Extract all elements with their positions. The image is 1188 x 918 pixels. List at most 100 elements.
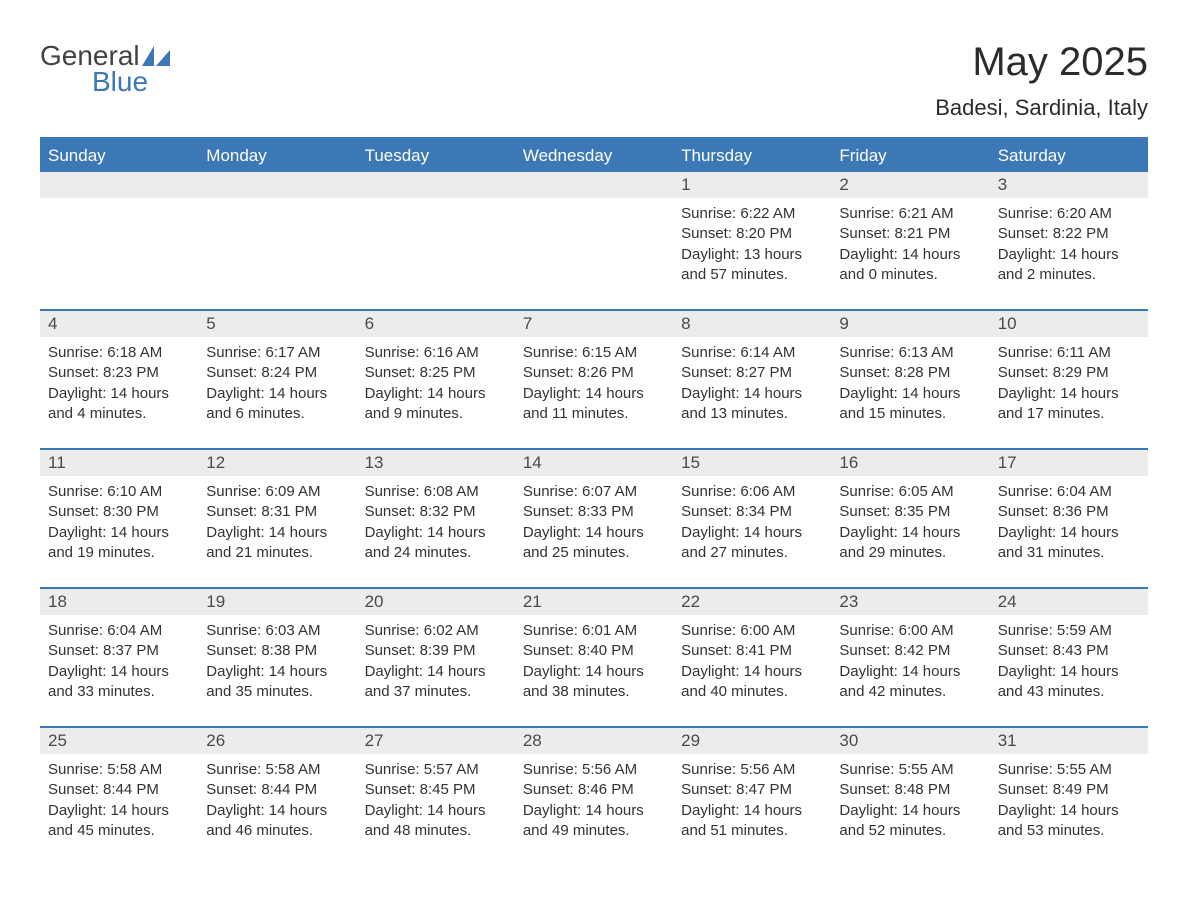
- day-number: 22: [673, 589, 831, 615]
- day-number: 13: [357, 450, 515, 476]
- sunset-text: Sunset: 8:47 PM: [681, 780, 823, 800]
- day-number: 16: [831, 450, 989, 476]
- sunset-text: Sunset: 8:48 PM: [839, 780, 981, 800]
- day-cell: Sunrise: 6:09 AMSunset: 8:31 PMDaylight:…: [198, 476, 356, 587]
- sunrise-text: Sunrise: 6:08 AM: [365, 482, 507, 502]
- day-number: 29: [673, 728, 831, 754]
- sunset-text: Sunset: 8:45 PM: [365, 780, 507, 800]
- week-row: 18192021222324Sunrise: 6:04 AMSunset: 8:…: [40, 587, 1148, 726]
- sunset-text: Sunset: 8:38 PM: [206, 641, 348, 661]
- day-cell: [198, 198, 356, 309]
- day-cell: Sunrise: 6:18 AMSunset: 8:23 PMDaylight:…: [40, 337, 198, 448]
- sunset-text: Sunset: 8:35 PM: [839, 502, 981, 522]
- sunset-text: Sunset: 8:20 PM: [681, 224, 823, 244]
- daylight-text: Daylight: 14 hours and 52 minutes.: [839, 801, 981, 842]
- day-number: 18: [40, 589, 198, 615]
- day-cell: Sunrise: 6:03 AMSunset: 8:38 PMDaylight:…: [198, 615, 356, 726]
- daylight-text: Daylight: 14 hours and 53 minutes.: [998, 801, 1140, 842]
- sunset-text: Sunset: 8:21 PM: [839, 224, 981, 244]
- day-cell: Sunrise: 6:22 AMSunset: 8:20 PMDaylight:…: [673, 198, 831, 309]
- sunrise-text: Sunrise: 5:58 AM: [206, 760, 348, 780]
- sunrise-text: Sunrise: 5:57 AM: [365, 760, 507, 780]
- sunrise-text: Sunrise: 6:17 AM: [206, 343, 348, 363]
- day-cell: Sunrise: 6:08 AMSunset: 8:32 PMDaylight:…: [357, 476, 515, 587]
- sunset-text: Sunset: 8:23 PM: [48, 363, 190, 383]
- sunrise-text: Sunrise: 6:07 AM: [523, 482, 665, 502]
- day-number: 3: [990, 172, 1148, 198]
- day-number: 15: [673, 450, 831, 476]
- week-row: 11121314151617Sunrise: 6:10 AMSunset: 8:…: [40, 448, 1148, 587]
- sunrise-text: Sunrise: 6:02 AM: [365, 621, 507, 641]
- day-cell: Sunrise: 5:59 AMSunset: 8:43 PMDaylight:…: [990, 615, 1148, 726]
- daylight-text: Daylight: 14 hours and 19 minutes.: [48, 523, 190, 564]
- sunrise-text: Sunrise: 5:58 AM: [48, 760, 190, 780]
- sunset-text: Sunset: 8:36 PM: [998, 502, 1140, 522]
- daylight-text: Daylight: 14 hours and 37 minutes.: [365, 662, 507, 703]
- sunrise-text: Sunrise: 6:09 AM: [206, 482, 348, 502]
- sunset-text: Sunset: 8:46 PM: [523, 780, 665, 800]
- daylight-text: Daylight: 14 hours and 24 minutes.: [365, 523, 507, 564]
- day-number: 9: [831, 311, 989, 337]
- day-number: 2: [831, 172, 989, 198]
- day-cell: Sunrise: 5:56 AMSunset: 8:47 PMDaylight:…: [673, 754, 831, 865]
- dow-friday: Friday: [831, 140, 989, 172]
- sunrise-text: Sunrise: 6:10 AM: [48, 482, 190, 502]
- week-row: 45678910Sunrise: 6:18 AMSunset: 8:23 PMD…: [40, 309, 1148, 448]
- daylight-text: Daylight: 14 hours and 45 minutes.: [48, 801, 190, 842]
- day-cell: Sunrise: 6:07 AMSunset: 8:33 PMDaylight:…: [515, 476, 673, 587]
- sunset-text: Sunset: 8:22 PM: [998, 224, 1140, 244]
- header: General Blue May 2025 Badesi, Sardinia, …: [40, 40, 1148, 131]
- sunset-text: Sunset: 8:24 PM: [206, 363, 348, 383]
- day-cell: [515, 198, 673, 309]
- day-cell: [357, 198, 515, 309]
- sunrise-text: Sunrise: 6:01 AM: [523, 621, 665, 641]
- day-number: 20: [357, 589, 515, 615]
- day-cell: Sunrise: 5:57 AMSunset: 8:45 PMDaylight:…: [357, 754, 515, 865]
- sunset-text: Sunset: 8:39 PM: [365, 641, 507, 661]
- day-number: 14: [515, 450, 673, 476]
- sunset-text: Sunset: 8:37 PM: [48, 641, 190, 661]
- sunrise-text: Sunrise: 6:05 AM: [839, 482, 981, 502]
- sunrise-text: Sunrise: 6:06 AM: [681, 482, 823, 502]
- calendar: Sunday Monday Tuesday Wednesday Thursday…: [40, 137, 1148, 865]
- location-label: Badesi, Sardinia, Italy: [935, 95, 1148, 121]
- day-cell: Sunrise: 6:00 AMSunset: 8:41 PMDaylight:…: [673, 615, 831, 726]
- day-cell: Sunrise: 5:55 AMSunset: 8:48 PMDaylight:…: [831, 754, 989, 865]
- sunrise-text: Sunrise: 5:55 AM: [839, 760, 981, 780]
- day-cell: Sunrise: 5:56 AMSunset: 8:46 PMDaylight:…: [515, 754, 673, 865]
- sunset-text: Sunset: 8:26 PM: [523, 363, 665, 383]
- day-number: 23: [831, 589, 989, 615]
- sunrise-text: Sunrise: 5:55 AM: [998, 760, 1140, 780]
- day-cell: Sunrise: 6:04 AMSunset: 8:36 PMDaylight:…: [990, 476, 1148, 587]
- sunrise-text: Sunrise: 5:56 AM: [681, 760, 823, 780]
- day-number: 19: [198, 589, 356, 615]
- sunrise-text: Sunrise: 6:14 AM: [681, 343, 823, 363]
- day-number: 28: [515, 728, 673, 754]
- day-cell: Sunrise: 6:20 AMSunset: 8:22 PMDaylight:…: [990, 198, 1148, 309]
- day-cell: Sunrise: 5:55 AMSunset: 8:49 PMDaylight:…: [990, 754, 1148, 865]
- sunrise-text: Sunrise: 6:00 AM: [839, 621, 981, 641]
- day-cell: Sunrise: 6:17 AMSunset: 8:24 PMDaylight:…: [198, 337, 356, 448]
- daylight-text: Daylight: 14 hours and 35 minutes.: [206, 662, 348, 703]
- daylight-text: Daylight: 14 hours and 38 minutes.: [523, 662, 665, 703]
- day-number: 27: [357, 728, 515, 754]
- daylight-text: Daylight: 14 hours and 25 minutes.: [523, 523, 665, 564]
- day-number: 24: [990, 589, 1148, 615]
- sunset-text: Sunset: 8:27 PM: [681, 363, 823, 383]
- sunrise-text: Sunrise: 6:00 AM: [681, 621, 823, 641]
- sunset-text: Sunset: 8:49 PM: [998, 780, 1140, 800]
- daylight-text: Daylight: 14 hours and 40 minutes.: [681, 662, 823, 703]
- title-block: May 2025 Badesi, Sardinia, Italy: [935, 40, 1148, 131]
- sunset-text: Sunset: 8:30 PM: [48, 502, 190, 522]
- daylight-text: Daylight: 13 hours and 57 minutes.: [681, 245, 823, 286]
- daylight-text: Daylight: 14 hours and 11 minutes.: [523, 384, 665, 425]
- daylight-text: Daylight: 14 hours and 21 minutes.: [206, 523, 348, 564]
- day-number: 5: [198, 311, 356, 337]
- month-title: May 2025: [935, 40, 1148, 85]
- daylight-text: Daylight: 14 hours and 51 minutes.: [681, 801, 823, 842]
- daylight-text: Daylight: 14 hours and 15 minutes.: [839, 384, 981, 425]
- sunset-text: Sunset: 8:44 PM: [206, 780, 348, 800]
- sunrise-text: Sunrise: 6:04 AM: [998, 482, 1140, 502]
- day-number: [40, 172, 198, 198]
- daylight-text: Daylight: 14 hours and 17 minutes.: [998, 384, 1140, 425]
